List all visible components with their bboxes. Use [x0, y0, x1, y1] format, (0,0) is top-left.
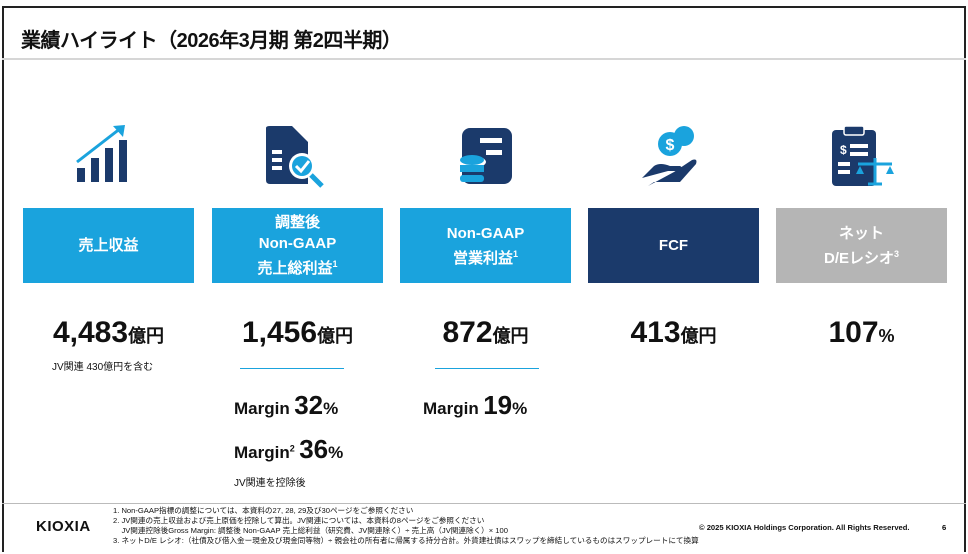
svg-text:$: $ [666, 137, 675, 154]
page-number: 6 [942, 523, 947, 532]
de-ratio-value: 107% [776, 316, 947, 350]
margin-value: 19 [483, 390, 513, 420]
card-fcf: FCF [588, 208, 759, 283]
footnote: 1. Non-GAAP指標の調整については、本資料の27, 28, 29及び30… [113, 506, 414, 515]
card-label: D/Eレシオ [823, 249, 894, 267]
footnote-ref: 2 [289, 443, 295, 454]
gross-margin: Margin 32% [234, 390, 338, 421]
revenue-note: JV関連 430億円を含む [52, 362, 154, 373]
card-gross-profit: 調整後 Non-GAAP 売上総利益1 [212, 208, 383, 283]
footnotes: 1. Non-GAAP指標の調整については、本資料の27, 28, 29及び30… [113, 506, 699, 546]
card-operating-profit: Non-GAAP 営業利益1 [400, 208, 571, 283]
footnote: 2. JV関連の売上収益および売上原価を控除して算出。JV関連については、本資料… [113, 516, 485, 525]
card-label: 売上総利益 [257, 260, 333, 277]
margin-unit: % [328, 443, 344, 462]
value-unit: 億円 [317, 326, 354, 346]
coins-database-icon [458, 128, 512, 184]
margin-label: Margin [234, 443, 290, 462]
footnote-ref: 3 [894, 248, 900, 259]
operating-profit-value: 872億円 [400, 316, 571, 350]
gross-margin-note: JV関連を控除後 [234, 478, 306, 489]
title-divider [2, 58, 966, 60]
value-number: 1,456 [241, 316, 318, 349]
margin-value: 32 [294, 390, 324, 420]
card-label: Non-GAAP [446, 224, 525, 242]
value-unit: 億円 [128, 326, 165, 346]
hand-coins-icon: $ [642, 126, 697, 186]
revenue-value: 4,483億円 [23, 316, 194, 350]
card-net-de-ratio: ネット D/Eレシオ3 [776, 208, 947, 283]
footer-divider [2, 503, 966, 504]
card-revenue: 売上収益 [23, 208, 194, 283]
value-unit: % [878, 326, 895, 346]
margin-label: Margin [423, 399, 479, 418]
value-number: 4,483 [52, 316, 129, 349]
card-label: 売上収益 [78, 237, 139, 254]
document-check-icon [266, 126, 324, 188]
footnote-ref: 1 [332, 259, 338, 269]
value-number: 413 [630, 316, 681, 349]
card-label: FCF [658, 237, 689, 254]
card-label: ネット [838, 224, 884, 242]
gross-profit-value: 1,456億円 [212, 316, 383, 350]
footnote: JV関連控除後Gross Margin: 調整後 Non-GAAP 売上総利益（… [113, 526, 508, 535]
page-title: 業績ハイライト（2026年3月期 第2四半期） [21, 30, 402, 52]
slide-frame [2, 6, 966, 552]
margin-unit: % [323, 399, 339, 418]
kioxia-logo: KIOXIA [36, 518, 91, 535]
margin-unit: % [512, 399, 528, 418]
card-label: 営業利益 [452, 249, 513, 267]
margin-value: 36 [299, 434, 329, 464]
divider [435, 368, 539, 369]
svg-text:$: $ [840, 143, 847, 157]
footnote-ref: 1 [513, 248, 519, 259]
value-number: 107 [828, 316, 879, 349]
growth-chart-icon [76, 125, 127, 182]
fcf-value: 413億円 [588, 316, 759, 350]
margin-label: Margin [234, 399, 290, 418]
gross-margin-ex-jv: Margin2 36% [234, 434, 343, 465]
copyright: © 2025 KIOXIA Holdings Corporation. All … [699, 523, 910, 532]
clipboard-scale-icon: $ [832, 125, 894, 186]
value-unit: 億円 [492, 326, 529, 346]
divider [240, 368, 344, 369]
value-number: 872 [442, 316, 493, 349]
card-label: Non-GAAP [258, 235, 337, 252]
operating-margin: Margin 19% [423, 390, 527, 421]
card-label: 調整後 [274, 214, 320, 231]
footnote: 3. ネットD/E レシオ:（社債及び借入金ー現金及び現金同等物）÷ 親会社の所… [113, 536, 699, 545]
value-unit: 億円 [680, 326, 717, 346]
